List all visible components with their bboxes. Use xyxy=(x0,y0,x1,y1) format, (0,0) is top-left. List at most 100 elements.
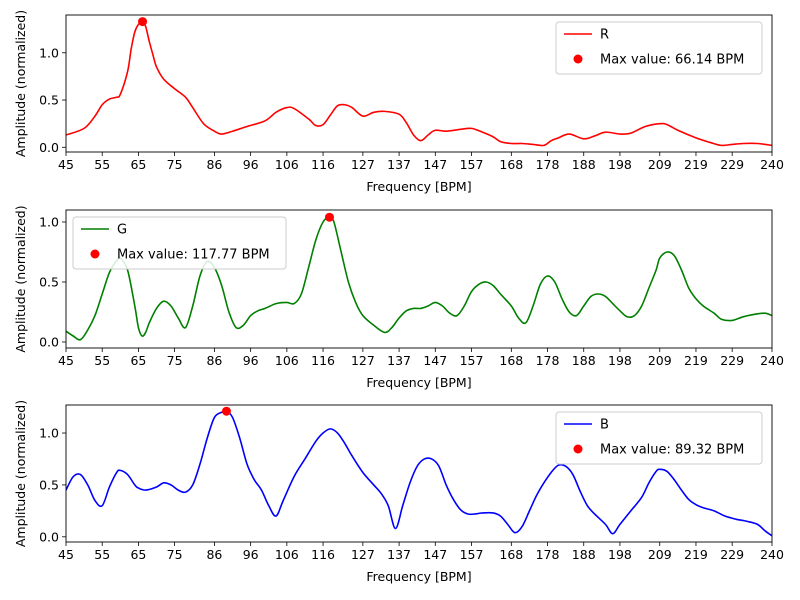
x-tick-label: 45 xyxy=(58,353,74,368)
legend: R Max value: 66.14 BPM xyxy=(555,21,763,75)
x-tick-label: 147 xyxy=(423,157,447,172)
x-tick-label: 229 xyxy=(720,157,744,172)
x-tick-label: 240 xyxy=(760,157,784,172)
x-tick-label: 168 xyxy=(499,157,523,172)
x-tick-label: 178 xyxy=(536,547,560,562)
x-tick-label: 168 xyxy=(499,353,523,368)
legend-box xyxy=(555,411,763,465)
x-tick-label: 65 xyxy=(130,353,146,368)
x-tick-label: 240 xyxy=(760,353,784,368)
x-tick-label: 178 xyxy=(536,157,560,172)
x-tick-label: 198 xyxy=(608,157,632,172)
x-tick-label: 157 xyxy=(460,353,484,368)
x-tick-label: 86 xyxy=(206,157,222,172)
legend-marker-swatch xyxy=(90,249,100,259)
axes-frame xyxy=(65,404,773,543)
y-tick-label: 1.0 xyxy=(39,426,59,441)
x-tick-label: 147 xyxy=(423,353,447,368)
x-tick-label: 75 xyxy=(167,353,183,368)
x-tick-label: 209 xyxy=(648,353,672,368)
x-tick-label: 229 xyxy=(720,353,744,368)
x-tick-label: 75 xyxy=(167,157,183,172)
legend-series-label: G xyxy=(117,223,127,238)
x-tick-label: 65 xyxy=(130,157,146,172)
x-tick-label: 86 xyxy=(206,547,222,562)
x-tick-label: 75 xyxy=(167,547,183,562)
x-tick-label: 157 xyxy=(460,547,484,562)
x-tick-label: 106 xyxy=(275,157,299,172)
legend-max-label: Max value: 117.77 BPM xyxy=(117,248,270,263)
subplot-r: 45 55 65 75 86 96 106 116 127 137 147 157 168 178 188 1… xyxy=(13,10,784,194)
x-axis-label: Frequency [BPM] xyxy=(366,569,471,584)
x-tick-label: 106 xyxy=(275,353,299,368)
legend-series-label: R xyxy=(600,28,609,43)
x-axis-label: Frequency [BPM] xyxy=(366,375,471,390)
legend-max-label: Max value: 66.14 BPM xyxy=(600,53,744,68)
x-axis-label: Frequency [BPM] xyxy=(366,179,471,194)
legend-marker-swatch xyxy=(573,444,583,454)
series-line-r xyxy=(66,20,772,147)
x-tick-label: 127 xyxy=(351,157,375,172)
max-marker-g xyxy=(324,212,334,222)
x-tick-label: 45 xyxy=(58,157,74,172)
y-tick-label: 1.0 xyxy=(39,215,59,230)
legend-max-label: Max value: 89.32 BPM xyxy=(600,443,744,458)
y-tick-label: 0.0 xyxy=(39,335,59,350)
x-tick-label: 127 xyxy=(351,353,375,368)
x-tick-label: 116 xyxy=(311,353,335,368)
x-tick-label: 116 xyxy=(311,547,335,562)
x-tick-label: 198 xyxy=(608,547,632,562)
y-tick-label: 0.5 xyxy=(39,477,59,492)
series-line-g xyxy=(66,216,772,341)
x-tick-label: 127 xyxy=(351,547,375,562)
x-tick-label: 137 xyxy=(387,353,411,368)
subplot-g: 45 55 65 75 86 96 106 116 127 137 147 157 168 178 188 1… xyxy=(13,205,784,390)
x-tick-label: 147 xyxy=(423,547,447,562)
x-tick-label: 229 xyxy=(720,547,744,562)
x-tick-label: 219 xyxy=(684,157,708,172)
x-tick-label: 188 xyxy=(572,353,596,368)
y-tick-label: 0.5 xyxy=(39,93,59,108)
y-axis-label: Amplitude (normalized) xyxy=(13,205,28,352)
x-tick-label: 55 xyxy=(94,547,110,562)
axes-frame xyxy=(65,209,773,349)
x-tick-label: 55 xyxy=(94,157,110,172)
x-tick-label: 86 xyxy=(206,353,222,368)
y-tick-label: 1.0 xyxy=(39,45,59,60)
legend-box xyxy=(72,216,287,270)
x-tick-label: 106 xyxy=(275,547,299,562)
series-line-b xyxy=(66,410,772,537)
subplot-b: 45 55 65 75 86 96 106 116 127 137 147 157 168 178 188 1… xyxy=(13,400,784,584)
x-tick-label: 219 xyxy=(684,547,708,562)
x-tick-label: 178 xyxy=(536,353,560,368)
x-tick-label: 96 xyxy=(243,157,259,172)
y-tick-label: 0.0 xyxy=(39,140,59,155)
max-marker-r xyxy=(138,17,148,27)
x-tick-label: 96 xyxy=(243,353,259,368)
x-tick-label: 188 xyxy=(572,547,596,562)
x-tick-label: 45 xyxy=(58,547,74,562)
legend: G Max value: 117.77 BPM xyxy=(72,216,287,270)
y-tick-label: 0.0 xyxy=(39,529,59,544)
x-tick-label: 116 xyxy=(311,157,335,172)
x-tick-label: 55 xyxy=(94,353,110,368)
x-tick-label: 209 xyxy=(648,157,672,172)
x-tick-label: 198 xyxy=(608,353,632,368)
x-tick-label: 188 xyxy=(572,157,596,172)
x-tick-label: 209 xyxy=(648,547,672,562)
x-tick-label: 65 xyxy=(130,547,146,562)
x-tick-label: 168 xyxy=(499,547,523,562)
x-tick-label: 240 xyxy=(760,547,784,562)
legend-series-label: B xyxy=(600,418,609,433)
x-tick-label: 137 xyxy=(387,547,411,562)
legend: B Max value: 89.32 BPM xyxy=(555,411,763,465)
legend-box xyxy=(555,21,763,75)
x-tick-label: 219 xyxy=(684,353,708,368)
max-marker-b xyxy=(221,406,231,416)
legend-marker-swatch xyxy=(573,54,583,64)
x-tick-label: 96 xyxy=(243,547,259,562)
y-tick-label: 0.5 xyxy=(39,275,59,290)
axes-frame xyxy=(65,14,773,153)
y-axis-label: Amplitude (normalized) xyxy=(13,10,28,157)
